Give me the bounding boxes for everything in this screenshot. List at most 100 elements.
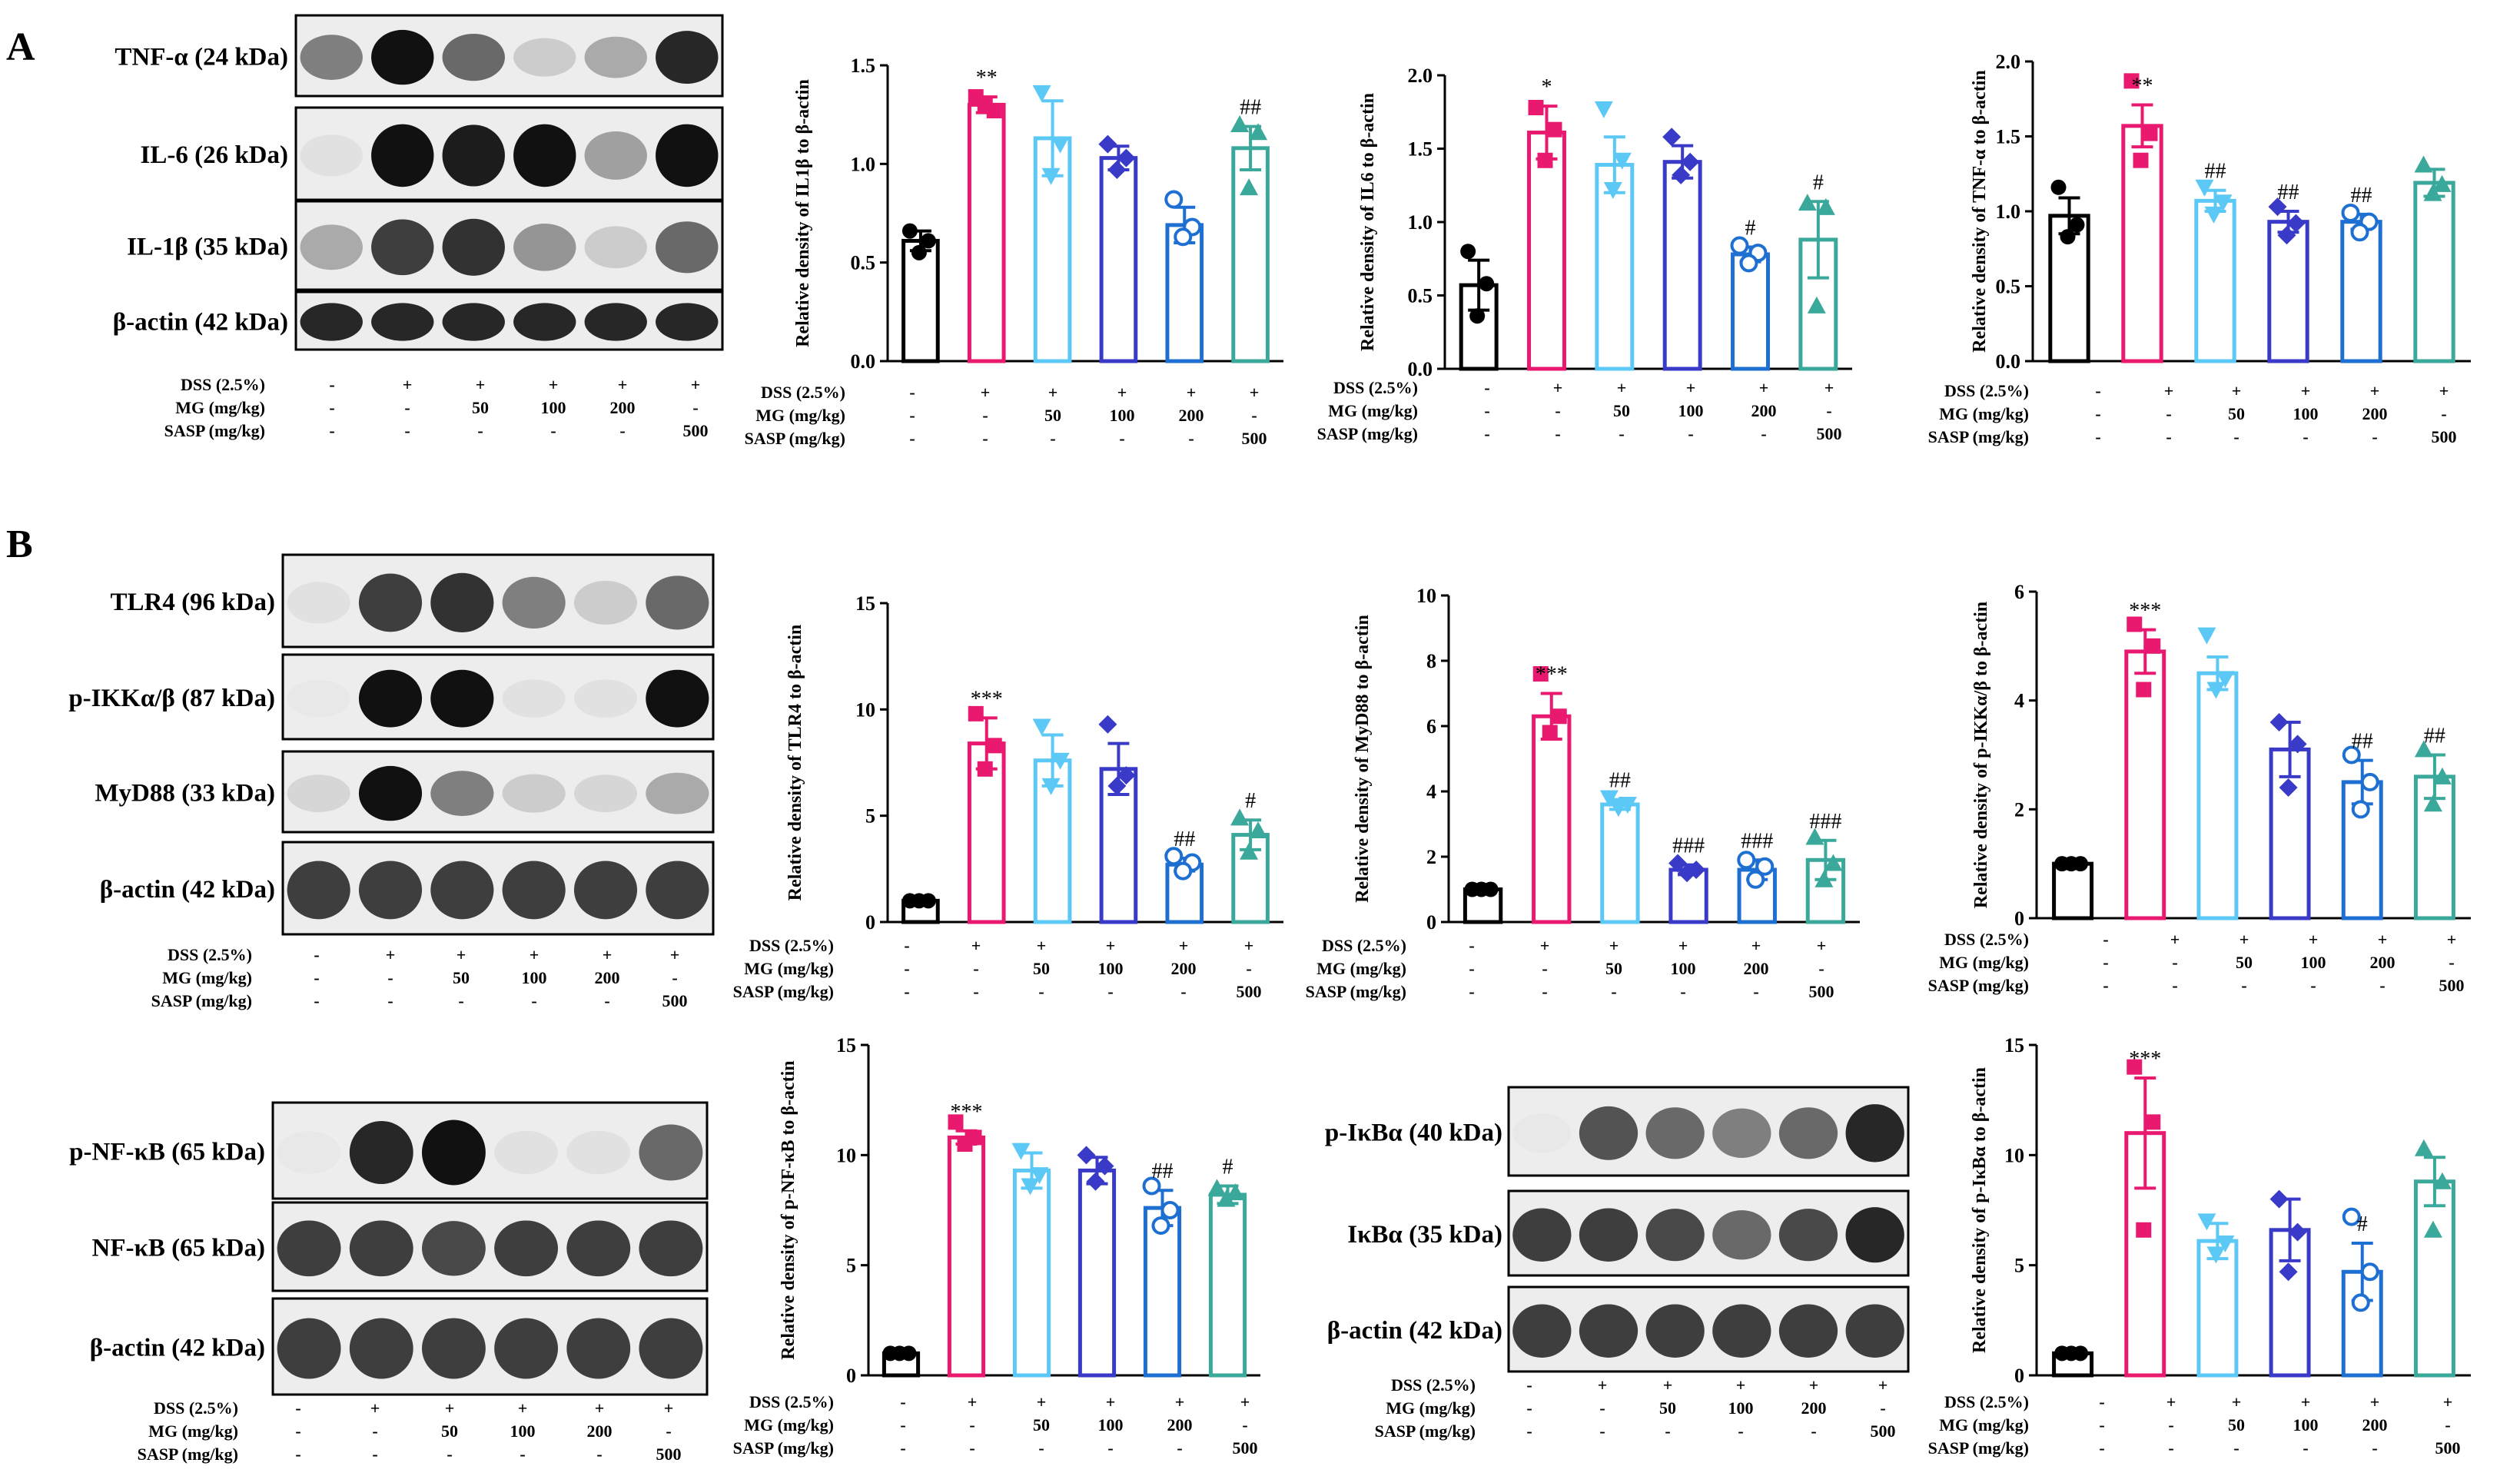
data-point [2342,1207,2361,1226]
blot-a-1-band [584,131,647,180]
chart-myd88: 0 2 4 6 8 10 Relative density of MyD88 to β-ac… [1353,585,1860,934]
data-point [2288,735,2307,754]
y-axis-label: Relative density of IL1β to β-actin [793,79,813,347]
data-point [2136,682,2152,698]
bar [2052,861,2094,920]
data-point [2269,1189,2289,1209]
blot-label-nfkb-1: NF-κB (65 kDa) [92,1235,265,1262]
conditions-pikk-row-label: SASP (mg/kg) [1928,976,2029,995]
conditions-b-cell: + [603,945,613,964]
blot-b-0-band [287,582,350,624]
conditions-pikk-cell: 200 [2370,953,2395,972]
conditions-tnfa-cell: 200 [2362,404,2388,423]
blot-ikb-2-band [1512,1304,1572,1358]
blot-b-1-band [502,679,566,718]
blot-label-b-3: β-actin (42 kDa) [100,876,275,904]
blot-nfkb-1-frame [271,1201,709,1292]
data-point [1599,790,1619,808]
blot-nfkb-0-band [494,1130,559,1175]
conditions-tnfa-cell: 100 [2293,404,2319,423]
bar [947,1135,986,1378]
blot-ikb-0-band [1712,1108,1771,1159]
data-point [1746,870,1765,889]
conditions-ikb-cell: 200 [1801,1398,1827,1418]
conditions-tnfa-cell: - [2441,404,2446,423]
blot-b-1-frame [281,653,715,741]
y-tick-label: 10 [1416,585,1436,607]
data-point [1805,828,1824,845]
conditions-ikb-cell: - [1526,1375,1532,1395]
conditions-pikk-cell: - [2172,953,2177,972]
conditions-ikb-cell: - [1599,1398,1605,1418]
bar [1099,156,1138,363]
blot-nfkb-0-band [277,1131,341,1174]
data-point [1117,148,1136,168]
data-point [2288,1222,2307,1242]
conditions-myd88-cell: 200 [1744,959,1769,978]
conditions-pnfkb-cell: - [969,1415,974,1435]
data-point [1217,1189,1236,1207]
y-tick-label: 1.5 [1996,126,2021,148]
conditions-a-cell: 200 [610,398,636,417]
blot-a-2 [294,200,724,291]
y-axis-label: Relative density of MyD88 to β-actin [1353,615,1373,903]
blot-label-nfkb-0: p-NF-κB (65 kDa) [69,1139,265,1166]
conditions-pnfkb-row-label: DSS (2.5%) [749,1392,834,1411]
data-point [1473,881,1489,897]
conditions-ikb-cell: - [1526,1421,1532,1441]
blot-nfkb-0-band [421,1119,486,1186]
conditions-pikb-cell: + [2301,1392,2311,1411]
blot-a-1-band [371,124,434,187]
blot-nfkb-0 [271,1101,709,1200]
blot-label-ikb-0: p-IκBα (40 kDa) [1325,1119,1502,1147]
conditions-il1b-cell: - [1188,429,1194,448]
data-point [1249,821,1268,839]
y-axis-label: Relative density of IL6 to β-actin [1358,93,1378,351]
conditions-tlr4-cell: - [1038,982,1044,1001]
data-point [1594,101,1613,118]
conditions-ikb-cell: - [1665,1421,1670,1441]
conditions-pikk-cell: 500 [2439,976,2465,995]
data-point [2050,179,2067,195]
conditions-pikk-cell: - [2103,976,2108,995]
data-point [2351,1293,2370,1312]
conditions-b-cell: - [672,968,677,987]
significance-label: ** [976,66,998,90]
conditions-il1b-cell: 500 [1242,429,1267,448]
conditions-il6-cell: - [1484,401,1489,420]
y-tick-label: 0.5 [1996,276,2021,298]
blot-b-0-band [646,575,709,630]
conditions-b-cell: 50 [453,968,470,987]
blot-nfkb-2-frame [271,1297,709,1396]
blot-ikb-1-band [1512,1208,1572,1262]
blot-a-2-frame [294,200,724,291]
blot-b-3-band [358,861,423,920]
data-point [977,97,993,113]
data-point [1609,800,1628,818]
significance-label: ## [2351,184,2372,207]
bar [2413,181,2455,363]
chart-layer: 0.0 0.5 1.0 1.5 Relative density of IL1β to … [779,51,2471,1387]
blot-label-a-0: TNF-α (24 kDa) [115,44,288,71]
significance-label: ### [1672,834,1705,858]
conditions-pnfkb-cell: - [1107,1438,1113,1458]
data-point [1095,1156,1114,1176]
y-tick-label: 1.0 [1408,211,1433,234]
conditions-il1b-cell: - [1119,429,1124,448]
conditions-il6-cell: 200 [1751,401,1777,420]
conditions-nfkb-cell: - [295,1444,300,1464]
blot-b-3 [281,841,715,936]
conditions-pikb-cell: + [2443,1392,2453,1411]
data-point [1051,752,1070,770]
data-point [1668,854,1688,873]
blot-a-3-frame [294,290,724,351]
conditions-tlr4-cell: 200 [1171,959,1197,978]
data-point [1032,85,1051,102]
data-point [1807,296,1826,313]
data-point [957,1136,973,1152]
blot-ikb-2-band [1845,1304,1904,1358]
data-point [1755,857,1775,876]
conditions-pikb-cell: - [2099,1415,2104,1435]
conditions-myd88-cell: - [1469,959,1474,978]
conditions-pikk-cell: 50 [2236,953,2253,972]
